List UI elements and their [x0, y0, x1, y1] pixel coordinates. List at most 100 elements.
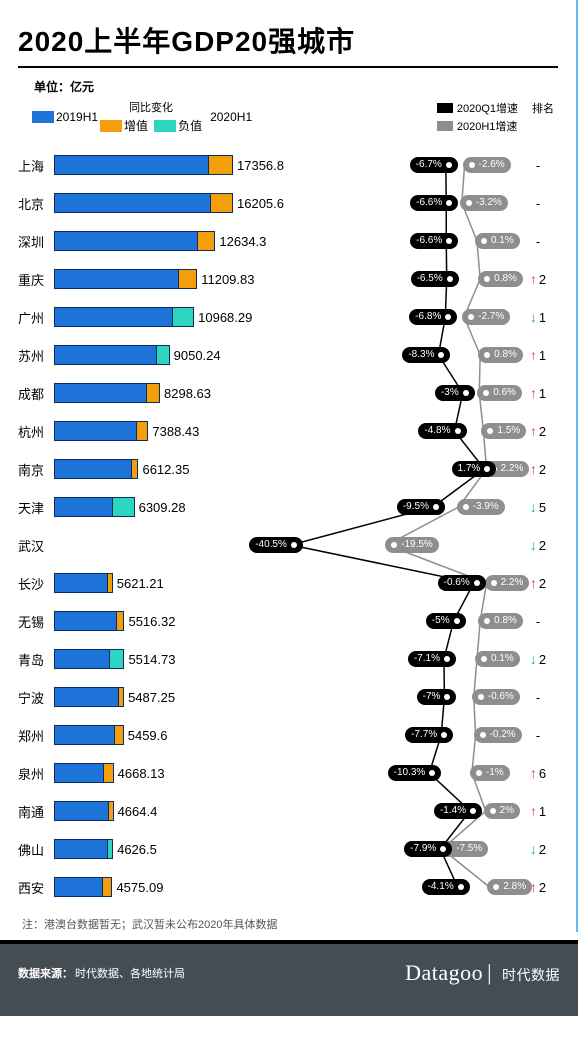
city-name: 佛山 [18, 840, 52, 859]
q1-growth-pill: -40.5% [249, 537, 303, 553]
city-name: 成都 [18, 384, 52, 403]
city-row: 成都8298.63-3%0.6%↑1 [18, 374, 558, 412]
city-row: 北京16205.6-6.6%-3.2%- [18, 184, 558, 222]
bar-2019h1 [54, 497, 113, 517]
city-name: 宁波 [18, 688, 52, 707]
h1-growth-pill: -3.2% [460, 195, 508, 211]
growth-area: -7.7%-0.2% [284, 716, 518, 754]
growth-area: -3%0.6% [284, 374, 518, 412]
city-name: 长沙 [18, 574, 52, 593]
bar-area: 7388.43 [54, 421, 284, 441]
growth-area: -7.9%-7.5% [284, 830, 518, 868]
city-name: 青岛 [18, 650, 52, 669]
city-name: 杭州 [18, 422, 52, 441]
city-name: 西安 [18, 878, 52, 897]
rank-change: - [518, 234, 558, 249]
q1-growth-pill: -6.7% [410, 157, 458, 173]
growth-area: -8.3%0.8% [284, 336, 518, 374]
swatch-2019h1 [32, 111, 54, 123]
bar-area: 6612.35 [54, 459, 284, 479]
bar-delta [109, 801, 114, 821]
q1-growth-pill: -7.9% [404, 841, 452, 857]
rank-change: ↑6 [518, 765, 558, 781]
logo: Datagoo|时代数据 [405, 960, 560, 986]
bar-value: 4668.13 [118, 766, 165, 781]
bar-2019h1 [54, 193, 211, 213]
bar-2019h1 [54, 383, 147, 403]
city-row: 上海17356.8-6.7%-2.6%- [18, 146, 558, 184]
bar-2019h1 [54, 725, 115, 745]
bar-value: 5459.6 [128, 728, 168, 743]
rank-change: ↑2 [518, 271, 558, 287]
bar-value: 7388.43 [152, 424, 199, 439]
city-name: 武汉 [18, 536, 52, 555]
bar-value: 4626.5 [117, 842, 157, 857]
bar-delta [113, 497, 135, 517]
bar-area: 9050.24 [54, 345, 284, 365]
h1-growth-pill: 2% [484, 803, 520, 819]
bar-2019h1 [54, 155, 209, 175]
growth-area: -6.6% 0.1% [284, 222, 518, 260]
bar-area: 5487.25 [54, 687, 284, 707]
city-row: 天津6309.28-9.5%-3.9%↓5 [18, 488, 558, 526]
chart-rows: 上海17356.8-6.7%-2.6%-北京16205.6-6.6%-3.2%-… [18, 146, 558, 906]
growth-area: -6.5%0.8% [284, 260, 518, 298]
h1-growth-pill: -19.5% [385, 537, 439, 553]
rank-change: - [518, 690, 558, 705]
bar-delta [108, 839, 113, 859]
city-row: 武汉-40.5%-19.5%↓2 [18, 526, 558, 564]
rank-change: ↑1 [518, 803, 558, 819]
source-text: 时代数据、各地统计局 [75, 965, 185, 981]
q1-growth-pill: -7.1% [408, 651, 456, 667]
city-name: 郑州 [18, 726, 52, 745]
rank-change: ↑1 [518, 347, 558, 363]
bar-delta [173, 307, 194, 327]
q1-growth-pill: -9.5% [397, 499, 445, 515]
bar-area: 11209.83 [54, 269, 284, 289]
unit-label: 单位：亿元 [34, 78, 558, 95]
rank-change: ↑1 [518, 385, 558, 401]
bar-value: 6309.28 [139, 500, 186, 515]
q1-growth-pill: -5% [426, 613, 466, 629]
growth-area: -7.1%0.1% [284, 640, 518, 678]
bar-value: 17356.8 [237, 158, 284, 173]
legend-increase: 增值 [124, 117, 148, 134]
bar-value: 5621.21 [117, 576, 164, 591]
city-row: 南京6612.351.7%2.2%↑2 [18, 450, 558, 488]
q1-growth-pill: -0.6% [438, 575, 486, 591]
bar-delta [110, 649, 124, 669]
city-row: 长沙5621.21-0.6%2.2%↑2 [18, 564, 558, 602]
bar-area: 5514.73 [54, 649, 284, 669]
h1-growth-pill: 0.8% [478, 271, 523, 287]
q1-growth-pill: -4.1% [422, 879, 470, 895]
source-label: 数据来源： [18, 965, 73, 981]
legend: 2019H1 同比变化 增值 负值 2020H1 2020Q1增速 排名 [32, 99, 558, 134]
h1-growth-pill: -1% [470, 765, 510, 781]
h1-growth-pill: 2.2% [485, 575, 530, 591]
legend-h1: 2020H1增速 [457, 118, 518, 134]
growth-area: -40.5%-19.5% [284, 526, 518, 564]
legend-q1: 2020Q1增速 [457, 100, 518, 116]
city-row: 杭州7388.43-4.8%1.5%↑2 [18, 412, 558, 450]
h1-growth-pill: 2.8% [487, 879, 532, 895]
bar-delta [157, 345, 170, 365]
bar-2019h1 [54, 269, 179, 289]
bar-value: 16205.6 [237, 196, 284, 211]
bar-delta [104, 763, 114, 783]
footnote: 注：港澳台数据暂无；武汉暂未公布2020年具体数据 [22, 916, 558, 932]
city-name: 南京 [18, 460, 52, 479]
bar-area: 4668.13 [54, 763, 284, 783]
bar-value: 4575.09 [116, 880, 163, 895]
q1-growth-pill: -1.4% [434, 803, 482, 819]
bar-value: 5516.32 [128, 614, 175, 629]
growth-area: -6.6%-3.2% [284, 184, 518, 222]
bar-delta [117, 611, 125, 631]
q1-growth-pill: -6.6% [410, 233, 458, 249]
bar-value: 5514.73 [128, 652, 175, 667]
h1-growth-pill: 0.1% [475, 233, 520, 249]
bar-area: 12634.3 [54, 231, 284, 251]
page-title: 2020上半年GDP20强城市 [18, 20, 558, 68]
legend-2019h1: 2019H1 [56, 110, 98, 124]
bar-2019h1 [54, 231, 198, 251]
q1-growth-pill: -3% [435, 385, 475, 401]
